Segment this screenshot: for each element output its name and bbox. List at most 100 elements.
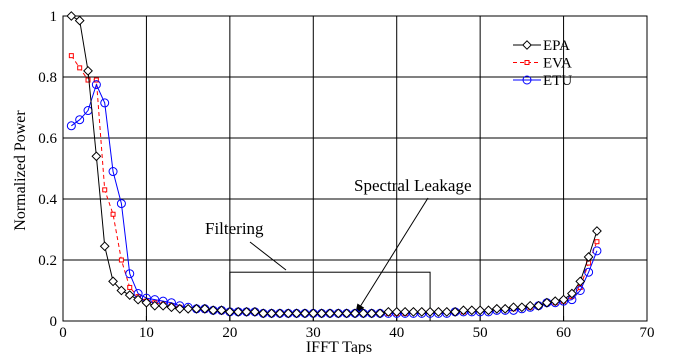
- data-point-epa: [300, 308, 310, 319]
- x-tick-label: 20: [222, 325, 237, 341]
- data-point-etu: [592, 246, 602, 256]
- x-axis-ticks: 0 10 20 30 40 50 60 70: [59, 316, 655, 341]
- data-point-eva: [93, 77, 99, 83]
- data-point-epa: [249, 306, 260, 317]
- data-point-epa: [550, 296, 561, 307]
- data-point-epa: [483, 305, 494, 316]
- data-point-eva: [77, 65, 83, 71]
- data-point-eva: [110, 211, 116, 217]
- data-point-epa: [174, 303, 185, 314]
- y-tick-label: 0.4: [38, 192, 57, 208]
- data-point-epa: [74, 15, 85, 26]
- data-point-epa: [466, 305, 477, 316]
- data-point-epa: [258, 308, 269, 319]
- legend-label-eva: EVA: [543, 56, 572, 72]
- x-axis-title: IFFT Taps: [306, 339, 372, 354]
- legend-label-epa: EPA: [543, 38, 570, 54]
- data-point-epa: [224, 306, 235, 317]
- data-point-epa: [141, 297, 152, 308]
- data-point-epa: [316, 308, 327, 319]
- data-point-epa: [508, 302, 519, 313]
- x-tick-label: 10: [139, 325, 154, 341]
- legend-marker-epa: [522, 40, 532, 50]
- data-point-epa: [283, 308, 294, 319]
- data-point-epa: [450, 306, 461, 317]
- data-point-epa: [433, 306, 444, 317]
- data-point-epa: [475, 305, 486, 316]
- data-point-epa: [241, 306, 252, 317]
- data-point-epa: [291, 308, 302, 319]
- data-point-epa: [116, 285, 127, 296]
- y-tick-label: 1: [50, 9, 58, 25]
- x-tick-label: 30: [306, 325, 321, 341]
- data-point-etu: [584, 267, 594, 277]
- filtering-box: [229, 271, 431, 322]
- data-point-etu: [66, 121, 76, 131]
- data-point-epa: [308, 308, 319, 319]
- data-point-eva: [118, 257, 124, 263]
- data-point-epa: [491, 303, 502, 314]
- data-point-epa: [400, 306, 410, 317]
- x-tick-label: 0: [59, 325, 67, 341]
- data-point-eva: [102, 187, 108, 193]
- spectral-leakage-arrow: [354, 197, 429, 316]
- data-point-etu: [100, 98, 110, 108]
- data-point-epa: [208, 305, 219, 316]
- y-tick-label: 0: [50, 314, 58, 330]
- data-point-epa: [416, 306, 427, 317]
- data-point-epa: [533, 300, 544, 311]
- data-point-epa: [558, 294, 569, 305]
- data-point-epa: [391, 306, 402, 317]
- data-point-epa: [500, 303, 511, 314]
- data-point-epa: [99, 241, 110, 252]
- data-point-epa: [266, 308, 277, 319]
- data-point-epa: [191, 303, 202, 314]
- grid-lines: [63, 16, 647, 321]
- data-point-epa: [383, 306, 394, 317]
- series-epa: [66, 11, 602, 319]
- data-point-epa: [66, 11, 77, 21]
- y-tick-label: 0.6: [38, 131, 57, 147]
- data-point-epa: [358, 308, 369, 319]
- data-point-epa: [233, 306, 244, 317]
- series-eva: [68, 53, 600, 316]
- data-point-epa: [158, 300, 169, 311]
- data-point-epa: [575, 276, 586, 287]
- legend-marker-etu: [522, 75, 532, 85]
- y-tick-label: 0.2: [38, 253, 57, 269]
- data-point-epa: [166, 302, 177, 313]
- data-point-epa: [341, 308, 352, 319]
- data-point-eva: [127, 284, 133, 290]
- data-point-epa: [408, 306, 419, 317]
- series-line-eva: [70, 55, 598, 314]
- x-tick-label: 60: [556, 325, 571, 341]
- data-point-etu: [116, 199, 126, 209]
- data-point-epa: [333, 308, 344, 319]
- data-point-etu: [91, 80, 101, 90]
- data-point-epa: [567, 288, 577, 299]
- legend-marker-eva: [524, 60, 530, 65]
- data-point-eva: [594, 239, 600, 245]
- annotations: Filtering Spectral Leakage: [205, 176, 472, 322]
- data-point-epa: [325, 308, 335, 319]
- data-point-epa: [541, 297, 552, 308]
- data-point-epa: [183, 303, 194, 314]
- y-tick-label: 0.8: [38, 70, 57, 86]
- y-axis-title: Normalized Power: [12, 110, 29, 231]
- x-tick-label: 40: [389, 325, 404, 341]
- data-point-etu: [108, 167, 118, 177]
- legend-label-etu: ETU: [543, 73, 572, 89]
- data-point-epa: [133, 294, 143, 305]
- series-layer: [66, 11, 602, 319]
- data-point-epa: [583, 252, 594, 262]
- data-point-epa: [108, 276, 118, 287]
- series-line-epa: [71, 15, 598, 314]
- data-point-epa: [458, 305, 469, 316]
- data-point-epa: [375, 308, 385, 319]
- data-point-epa: [516, 302, 527, 313]
- data-point-epa: [149, 300, 160, 311]
- data-point-epa: [350, 308, 360, 319]
- data-point-etu: [125, 269, 135, 279]
